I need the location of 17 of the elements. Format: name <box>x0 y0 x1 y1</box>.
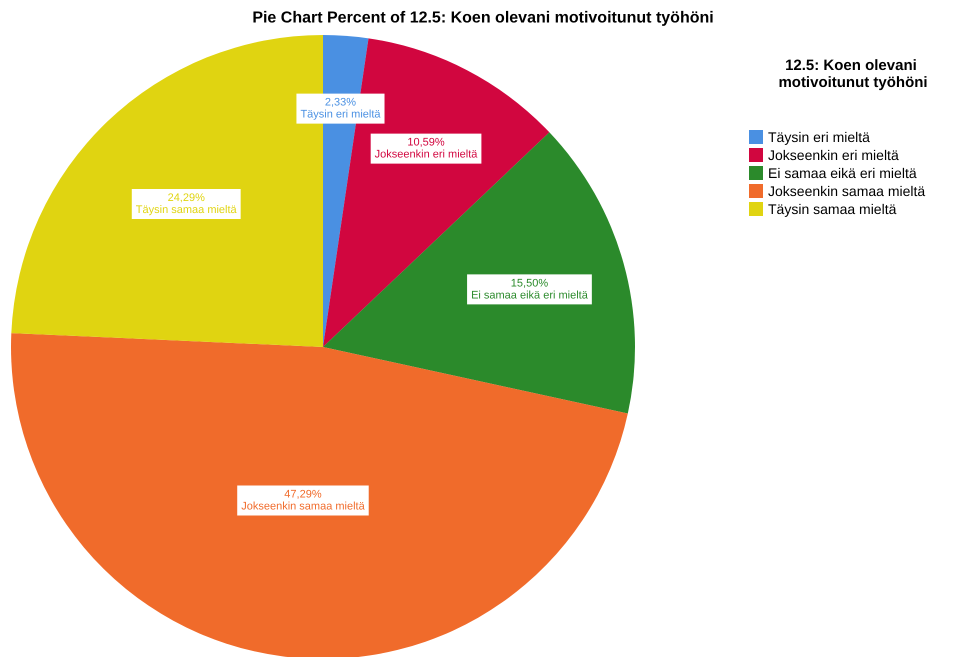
legend-label: Täysin samaa mieltä <box>768 201 897 217</box>
legend-label: Jokseenkin eri mieltä <box>768 147 899 163</box>
slice-label: Ei samaa eikä eri mieltä <box>471 289 589 302</box>
legend-label: Ei samaa eikä eri mieltä <box>768 165 917 181</box>
legend-title: 12.5: Koen olevani motivoitunut työhöni <box>778 57 928 91</box>
data-label: 10,59% <box>407 136 445 149</box>
data-label: 24,29% <box>168 192 206 204</box>
data-label: 47,29% <box>284 488 322 501</box>
data-label: 15,50% <box>510 277 548 290</box>
slice-label: Jokseenkin samaa mieltä <box>241 500 366 513</box>
data-label: 2,33% <box>324 96 356 109</box>
slice-label: Jokseenkin eri mieltä <box>374 148 478 161</box>
legend-label: Jokseenkin samaa mieltä <box>768 183 926 199</box>
slice-label: Täysin eri mieltä <box>300 108 382 121</box>
legend-label: Täysin eri mieltä <box>768 129 870 145</box>
chart-title: Pie Chart Percent of 12.5: Koen olevani motivoitunut työhöni <box>252 10 714 26</box>
slice-label: Täysin samaa mieltä <box>136 204 238 216</box>
